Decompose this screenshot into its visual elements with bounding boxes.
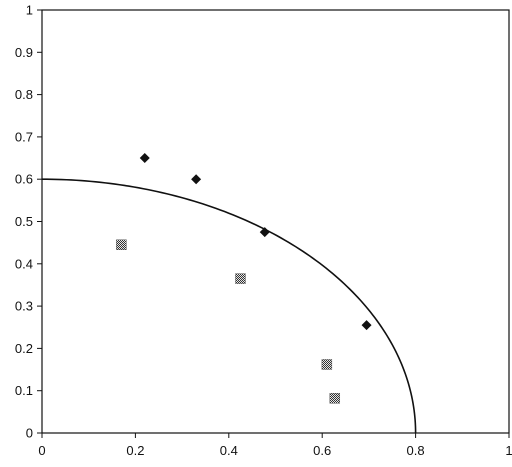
data-point-diamond — [259, 227, 270, 238]
x-tick-label: 1 — [505, 443, 512, 458]
y-tick-label: 0.4 — [15, 256, 33, 271]
y-tick-label: 0.6 — [15, 172, 33, 187]
x-tick-label: 0.4 — [220, 443, 238, 458]
y-tick-label: 0.7 — [15, 129, 33, 144]
boundary-curve — [41, 178, 417, 434]
x-tick-label: 0.8 — [407, 443, 425, 458]
plot-frame — [41, 9, 510, 434]
data-point-diamond — [139, 153, 150, 164]
y-axis-ticks: 0 0.1 0.2 0.3 0.4 0.5 0.6 0.7 0.8 0.9 1 — [15, 3, 42, 441]
points-layer — [116, 153, 372, 404]
data-point-diamond — [191, 174, 202, 185]
x-tick-label: 0.6 — [313, 443, 331, 458]
y-tick-label: 0.8 — [15, 87, 33, 102]
data-point-square — [321, 359, 333, 370]
curve-layer — [41, 178, 417, 434]
data-point-square — [235, 273, 246, 284]
y-tick-label: 0.5 — [15, 214, 33, 229]
y-tick-label: 0.1 — [15, 383, 33, 398]
x-tick-label: 0.2 — [126, 443, 144, 458]
x-tick-label: 0 — [38, 443, 45, 458]
y-tick-label: 0 — [26, 426, 33, 441]
y-tick-label: 1 — [26, 3, 33, 18]
y-tick-label: 0.2 — [15, 341, 33, 356]
data-point-square — [329, 393, 341, 404]
data-point-diamond — [361, 320, 372, 331]
x-axis-ticks: 0 0.2 0.4 0.6 0.8 1 — [38, 433, 512, 458]
y-tick-label: 0.3 — [15, 299, 33, 314]
data-point-square — [116, 239, 127, 250]
y-tick-label: 0.9 — [15, 45, 33, 60]
